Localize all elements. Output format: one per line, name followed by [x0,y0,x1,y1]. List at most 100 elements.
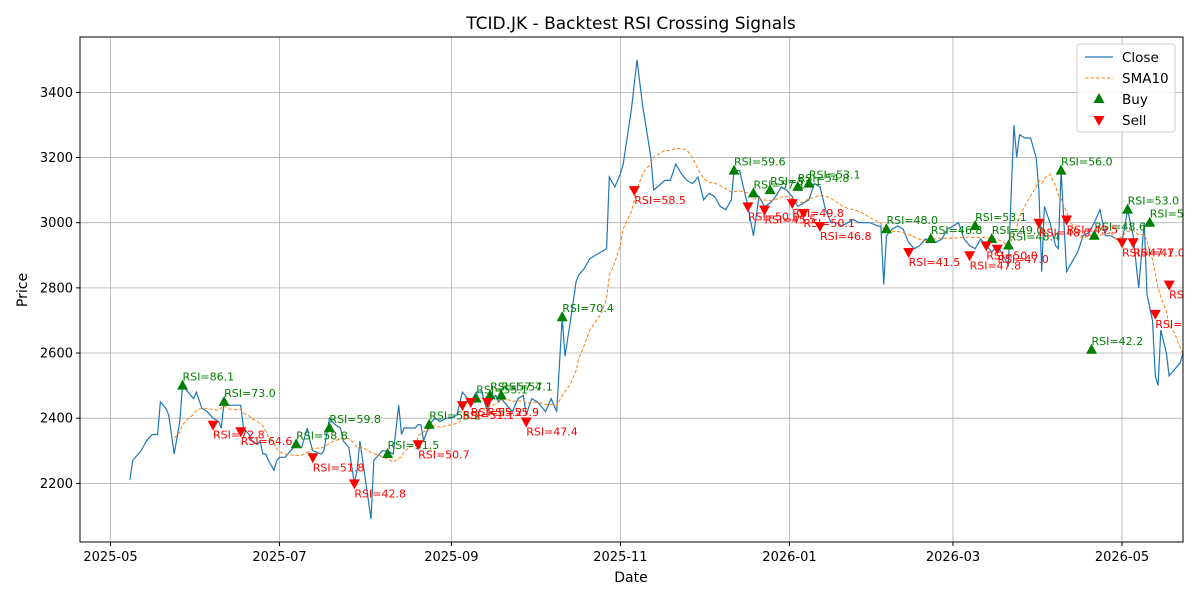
buy-marker [218,395,230,406]
sell-signal-label: RSI=50.1 [803,217,855,230]
x-tick-label: 2025-09 [424,550,478,565]
sell-signal-label: RSI=49.5 [1067,223,1119,236]
y-tick-label: 2400 [40,412,73,427]
x-tick-label: 2025-05 [83,550,137,565]
buy-marker [1055,164,1067,175]
sell-marker [307,453,319,464]
sell-signal-label: RSI=50.0 [748,210,800,223]
buy-marker [1086,343,1098,354]
sell-marker [1061,215,1073,226]
buy-marker [747,187,759,198]
buy-signal-label: RSI=53.0 [1128,195,1180,208]
legend-label: SMA10 [1122,71,1169,87]
y-tick-label: 2200 [40,477,73,492]
sell-marker [742,202,754,213]
close-series-line [129,59,1183,520]
y-tick-label: 3000 [40,216,73,231]
chart-title: TCID.JK - Backtest RSI Crossing Signals [465,14,796,34]
y-tick-label: 2600 [40,347,73,362]
sell-marker [412,440,424,451]
legend-box [1076,43,1176,133]
sell-signal-label: RSI=51.1 [462,409,514,422]
buy-marker [177,379,189,390]
sell-marker [481,397,493,408]
buy-marker [1144,216,1156,227]
sell-signal-label: RSI=39.6 [1155,318,1200,331]
y-tick-label: 2800 [40,281,73,296]
buy-marker [1002,239,1014,250]
sell-marker [903,248,915,259]
legend: Close SMA10 Buy Sell [1076,43,1176,133]
y-axis-title: Price [15,273,31,307]
sell-signal-label: RSI=72.8 [213,429,265,442]
sell-signal-label: RSI=47.0 [1133,246,1185,259]
buy-signal-label: RSI=42.2 [1092,335,1144,348]
sell-signal-label: RSI=48.0 [1039,227,1091,240]
buy-signal-label: RSI=56.0 [1061,156,1113,169]
sell-signal-label: RSI=41.5 [909,256,961,269]
buy-signal-label: RSI=48.6 [1094,221,1146,234]
buy-signal-label: RSI=73.0 [224,387,276,400]
plot-area: RSI=86.1 RSI=73.0 RSI=58.8 RSI=59.8 RSI=51.5… [129,59,1200,520]
buy-marker [484,389,496,400]
sell-marker [628,186,640,197]
buy-signal-label: RSI=55.2 [429,410,481,423]
sell-marker [991,244,1003,255]
sell-marker [1127,238,1139,249]
buy-signal-label: RSI=53.1 [809,169,861,182]
buy-marker [986,233,998,243]
grid [80,37,1183,542]
buy-signal-label: RSI=58.8 [296,429,348,442]
sell-signal-label: RSI=50.0 [986,250,1038,263]
sell-signal-label: RSI=47.0 [997,253,1049,266]
sell-marker [786,199,798,210]
sell-signal-label: RSI=55.2 [471,406,523,419]
buy-signal-label: RSI=53.1 [975,211,1027,224]
buy-marker [925,233,937,243]
legend-label: Buy [1122,92,1148,108]
sell-marker [1163,280,1175,291]
sell-signal-label: RSI=55.9 [487,406,539,419]
buy-signal-label: RSI=86.1 [183,371,235,384]
sell-marker [797,208,809,219]
sell-marker [348,479,360,490]
x-tick-label: 2026-05 [1095,550,1149,565]
x-axis-title: Date [614,570,647,586]
x-axis: 2025-05 2025-07 2025-09 2025-11 2026-01 2026-… [83,542,1149,565]
legend-label: Sell [1122,113,1146,129]
sell-signal-label: RSI=64.6 [241,435,293,448]
buy-marker [290,438,302,449]
buy-marker [1088,229,1100,240]
buy-signal-label: RSI=57.4 [490,380,542,393]
buy-marker [880,223,892,234]
buy-marker [1122,203,1134,214]
buy-marker [382,448,394,459]
x-tick-label: 2026-03 [926,550,980,565]
sell-marker [814,221,826,232]
buy-marker [969,219,981,230]
y-tick-label: 3200 [40,151,73,166]
y-axis: 2200 2400 2600 2800 3000 3200 3400 [40,86,80,492]
sell-marker [465,397,477,408]
x-tick-label: 2025-07 [252,550,306,565]
sell-signal-label: RSI=51.8 [1169,289,1200,302]
sell-signal-label: RSI=50.7 [418,448,470,461]
sell-signal-label: RSI=47.1 [1122,246,1174,259]
y-tick-label: 3400 [40,86,73,101]
x-tick-label: 2026-01 [762,550,816,565]
buy-signal-label: RSI=59.8 [329,413,381,426]
buy-marker [764,184,776,195]
sell-marker [207,420,219,431]
buy-signal-label: RSI=57.1 [501,380,553,393]
sell-signal-label: RSI=42.8 [354,487,406,500]
sell-marker [964,251,976,262]
axes-frame [79,36,1184,543]
sma10-series-line [173,147,1183,463]
sell-marker [520,417,532,428]
sell-signal-label: RSI=46.8 [820,230,872,243]
sell-marker [456,401,468,412]
buy-marker [323,421,335,432]
